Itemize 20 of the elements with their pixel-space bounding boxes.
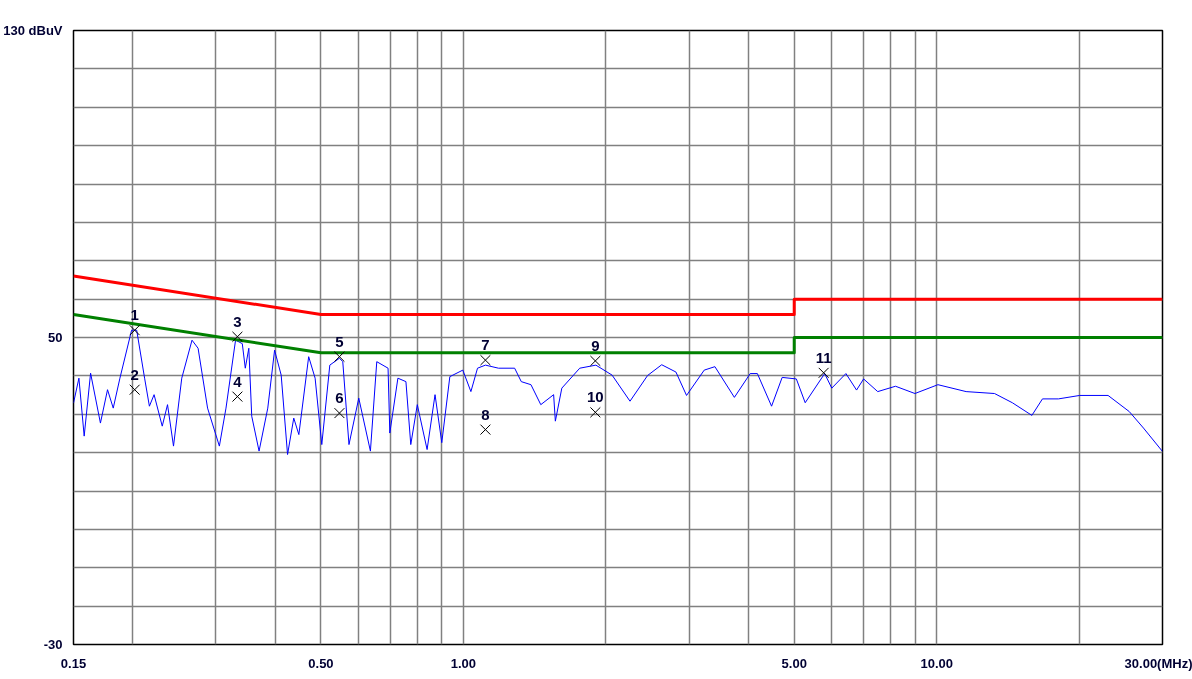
x-tick-label: 0.15: [60, 655, 87, 671]
annotation: 7: [481, 336, 490, 354]
annotation: 1: [130, 306, 139, 324]
x-tick-label: 1.00: [450, 655, 477, 671]
annotation: 4: [233, 372, 243, 390]
annotation: 9: [591, 336, 600, 354]
annotation: 11: [815, 348, 832, 366]
y-tick-label: 50: [48, 330, 63, 345]
x-tick-label: 30.00(MHz): [1124, 655, 1192, 671]
annotation: 10: [587, 388, 604, 406]
annotation: 5: [335, 332, 344, 350]
x-tick-label: 5.00: [781, 655, 807, 671]
annotation: 8: [481, 405, 490, 423]
annotation: 3: [233, 312, 242, 330]
y-tick-label: 130 dBuV: [3, 23, 63, 38]
annotation: 2: [130, 365, 139, 383]
y-tick-label: -30: [43, 637, 63, 652]
x-tick-label: 10.00: [920, 655, 953, 671]
x-tick-label: 0.50: [308, 655, 334, 671]
annotation: 6: [335, 389, 344, 407]
